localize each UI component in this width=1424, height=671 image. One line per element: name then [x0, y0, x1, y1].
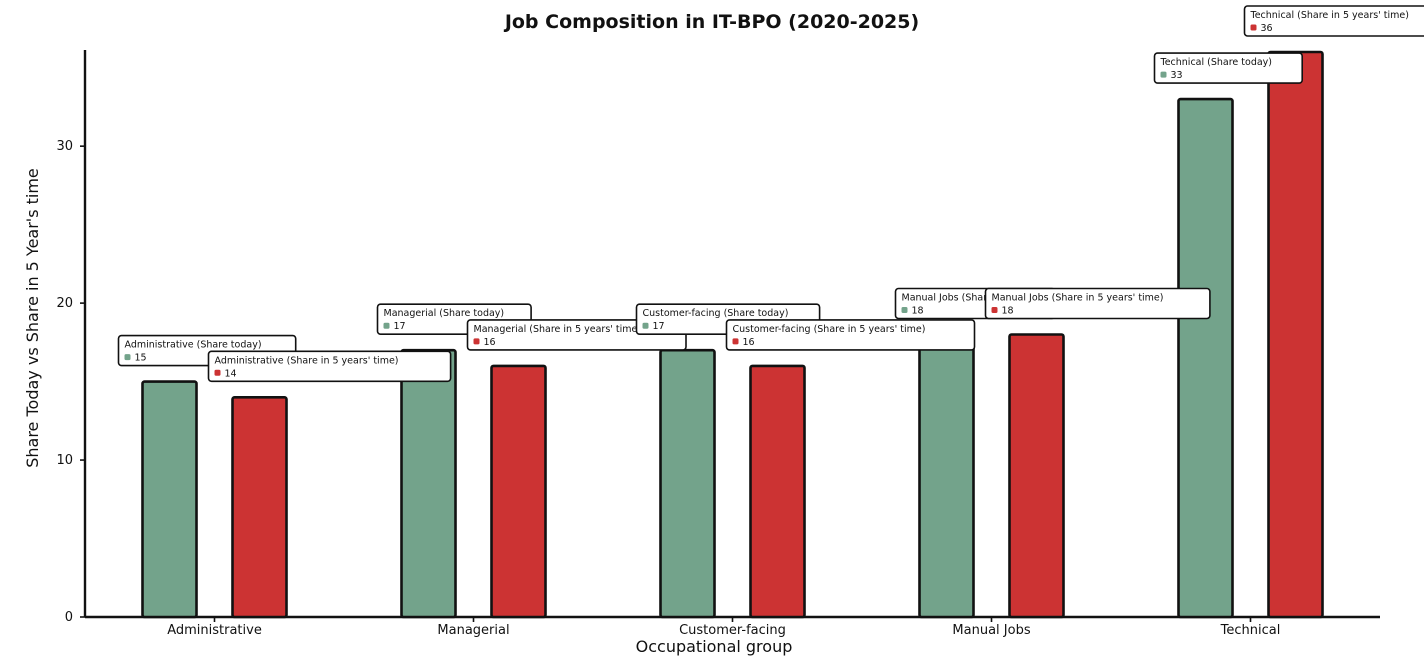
x-tick-label: Administrative: [167, 623, 262, 638]
annotation-label: Managerial (Share in 5 years' time): [474, 324, 642, 335]
annotation-label: Administrative (Share today): [125, 340, 262, 351]
axes: 0 10 20 30 Administrative Managerial Customer-…: [56, 50, 1380, 638]
bar-customer-facing-series-1[interactable]: [659, 348, 716, 619]
bar-manual-jobs-series-1[interactable]: [918, 333, 975, 619]
annotation-frame: [1153, 52, 1303, 84]
y-tick-label: 10: [56, 453, 73, 468]
y-tick-label: 20: [56, 296, 73, 311]
annotation-frame: [984, 287, 1211, 320]
x-tick-label: Manual Jobs: [952, 623, 1030, 638]
annotation-value: 17: [653, 321, 665, 332]
annotation-swatch: [732, 338, 739, 345]
bars-group: [141, 50, 1324, 619]
annotation-value: 18: [1002, 306, 1014, 317]
annotation-box: Administrative (Share in 5 years' time) 1…: [207, 350, 452, 383]
annotation-box: Technical (Share today) 33: [1153, 52, 1303, 84]
annotation-box: Manual Jobs (Share in 5 years' time) 18: [984, 287, 1211, 320]
annotation-box: Technical (Share in 5 years' time) 36: [1243, 5, 1424, 37]
bar-technical-series-1[interactable]: [1177, 97, 1234, 619]
annotation-swatch: [642, 322, 649, 329]
annotation-label: Manual Jobs (Share in 5 years' time): [992, 293, 1164, 304]
annotation-swatch: [214, 369, 221, 376]
bar-managerial-series-2[interactable]: [490, 364, 547, 619]
x-tick-label: Managerial: [437, 623, 509, 638]
annotation-value: 14: [225, 368, 237, 379]
annotation-swatch: [1250, 24, 1257, 31]
bar-managerial-series-1[interactable]: [400, 348, 457, 619]
bar-manual-jobs-series-2[interactable]: [1008, 333, 1065, 619]
annotation-label: Manual Jobs (Share today): [902, 293, 1027, 304]
bar-administrative-series-1[interactable]: [141, 380, 198, 619]
x-tick-label: Customer-facing: [679, 623, 786, 638]
annotation-value: 33: [1171, 70, 1183, 81]
annotation-box: Customer-facing (Share in 5 years' time)…: [725, 319, 976, 351]
annotation-label: Administrative (Share in 5 years' time): [215, 355, 399, 366]
annotation-label: Technical (Share in 5 years' time): [1250, 10, 1409, 21]
annotation-value: 18: [912, 306, 924, 317]
annotation-value: 36: [1261, 23, 1273, 34]
annotation-frame: [1243, 5, 1424, 37]
annotation-label: Technical (Share today): [1160, 57, 1273, 68]
annotation-swatch: [383, 322, 390, 329]
bar-administrative-series-2[interactable]: [231, 395, 288, 619]
annotation-swatch: [901, 307, 908, 313]
annotation-value: 15: [135, 353, 147, 364]
x-tick-label: Technical: [1220, 623, 1281, 638]
annotation-value: 16: [484, 337, 496, 348]
annotation-label: Managerial (Share today): [384, 308, 505, 319]
annotation-swatch: [1160, 71, 1167, 78]
y-tick-label: 30: [56, 139, 73, 154]
y-axis-label: Share Today vs Share in 5 Year's time: [23, 168, 42, 468]
annotation-frame: [207, 350, 452, 383]
x-axis-label: Occupational group: [636, 637, 793, 656]
annotation-frame: [725, 319, 976, 351]
annotation-value: 16: [743, 337, 755, 348]
annotation-label: Customer-facing (Share today): [643, 308, 789, 319]
annotation-label: Customer-facing (Share in 5 years' time): [733, 324, 926, 335]
bar-customer-facing-series-2[interactable]: [749, 364, 806, 619]
chart-title: Job Composition in IT-BPO (2020-2025): [503, 11, 919, 33]
y-tick-label: 0: [65, 610, 73, 625]
annotation-swatch: [473, 338, 480, 345]
annotation-value: 17: [394, 321, 406, 332]
annotation-swatch: [991, 307, 998, 313]
annotation-swatch: [124, 354, 131, 361]
annotation-box: Managerial (Share in 5 years' time) 16: [466, 319, 687, 351]
annotations-group: Administrative (Share today) 15 Administra…: [117, 5, 1424, 383]
bar-technical-series-2[interactable]: [1267, 50, 1324, 619]
